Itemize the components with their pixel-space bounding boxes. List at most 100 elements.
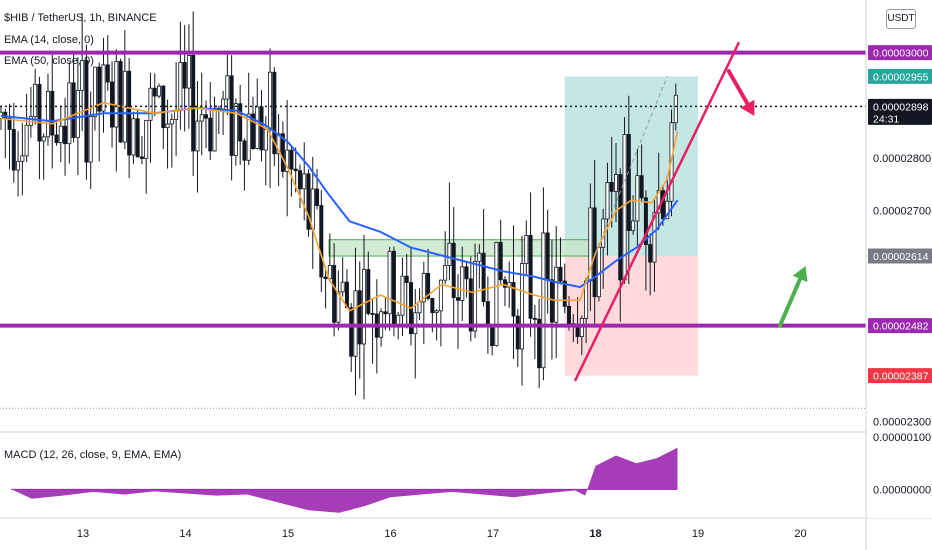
candle xyxy=(464,263,469,298)
candle xyxy=(191,11,196,176)
candle xyxy=(114,49,119,172)
candle xyxy=(639,144,644,203)
candle xyxy=(618,168,623,322)
candle xyxy=(631,195,636,235)
price-badge-label: 0.00002955 xyxy=(873,71,929,83)
candle xyxy=(421,261,426,345)
currency-unit-button[interactable]: USDT xyxy=(886,9,916,29)
candle xyxy=(242,138,247,191)
candle xyxy=(315,168,320,210)
candle xyxy=(391,246,396,337)
candle xyxy=(7,103,12,170)
candle xyxy=(332,243,337,337)
candle xyxy=(357,261,362,379)
candle xyxy=(233,98,238,166)
candle xyxy=(344,269,349,309)
candle xyxy=(161,85,166,149)
candle xyxy=(336,270,341,331)
ema14-legend[interactable]: EMA (14, close, 0) xyxy=(4,34,94,46)
macd-legend[interactable]: MACD (12, 26, close, 9, EMA, EMA) xyxy=(4,449,181,461)
candle xyxy=(20,122,25,196)
candle xyxy=(404,253,409,329)
candle xyxy=(199,72,204,156)
candle xyxy=(524,220,529,276)
candle xyxy=(41,133,46,180)
macd-tick-label: 0.00000000 xyxy=(873,484,931,496)
candle xyxy=(426,248,431,301)
candle xyxy=(537,298,542,389)
price-tick-label: 0.00002300 xyxy=(873,416,931,428)
candle xyxy=(353,247,358,396)
time-tick-label: 19 xyxy=(692,528,704,540)
candle xyxy=(362,234,367,400)
candle xyxy=(528,192,533,337)
time-tick-label: 20 xyxy=(794,528,806,540)
macd-area xyxy=(11,447,678,513)
ema14-line xyxy=(0,101,679,312)
candle xyxy=(349,303,354,373)
candle xyxy=(289,145,294,197)
candle xyxy=(54,119,59,146)
candle xyxy=(182,25,187,132)
candle xyxy=(635,149,640,248)
ema50-legend[interactable]: EMA (50, close, 0) xyxy=(4,55,94,67)
time-tick-label: 15 xyxy=(282,528,294,540)
candle xyxy=(67,62,72,164)
price-badge: 0.00002387 xyxy=(868,368,932,384)
price-badge: 0.00002482 xyxy=(868,318,932,334)
candle xyxy=(558,237,563,285)
candle xyxy=(451,207,456,326)
candle xyxy=(541,187,546,381)
candle xyxy=(554,225,559,359)
candle xyxy=(306,169,311,237)
candle xyxy=(165,99,170,169)
time-tick-label: 13 xyxy=(77,528,89,540)
candle xyxy=(280,121,285,178)
candle xyxy=(490,323,495,356)
time-tick-label: 18 xyxy=(589,528,601,540)
candle xyxy=(97,62,102,162)
candle xyxy=(122,30,127,150)
candle xyxy=(33,68,38,125)
candle xyxy=(460,246,465,321)
candle xyxy=(648,233,653,296)
candle xyxy=(494,241,499,347)
candle xyxy=(370,297,375,364)
candle xyxy=(268,48,273,188)
candle xyxy=(400,257,405,337)
candle xyxy=(127,58,132,179)
candle xyxy=(212,96,217,152)
candle xyxy=(178,21,183,130)
candle xyxy=(498,219,503,285)
candle xyxy=(665,175,670,220)
candle xyxy=(84,44,89,180)
candle xyxy=(221,90,226,136)
candle xyxy=(157,83,162,99)
bearish-arrow-icon xyxy=(726,69,755,116)
candle xyxy=(152,73,157,117)
candle xyxy=(58,105,63,163)
candle xyxy=(169,113,174,168)
price-badge-label: 0.00002898 xyxy=(873,101,929,113)
candle xyxy=(297,164,302,209)
candle xyxy=(413,288,418,379)
price-tick-label: 0.00002700 xyxy=(873,206,931,218)
candle xyxy=(208,81,213,160)
price-badge: 0.00002955 xyxy=(868,68,932,84)
candle xyxy=(139,135,144,165)
bullish-arrow-icon xyxy=(778,266,808,328)
candle xyxy=(135,109,140,158)
candle xyxy=(80,13,85,132)
chart-title: $HIB / TetherUS, 1h, BINANCE xyxy=(4,12,157,24)
candle xyxy=(225,51,230,115)
candle xyxy=(417,288,422,321)
candle xyxy=(272,67,277,167)
price-axis-ticks: 0.00002300 0.00002700 0.00002800 xyxy=(873,153,931,428)
candle xyxy=(285,100,290,217)
price-badge-label: 0.00002482 xyxy=(873,321,929,333)
time-axis-ticks[interactable]: 13 14 15 16 17 18 19 20 xyxy=(77,528,807,540)
candle xyxy=(562,263,567,314)
candle xyxy=(63,97,68,176)
